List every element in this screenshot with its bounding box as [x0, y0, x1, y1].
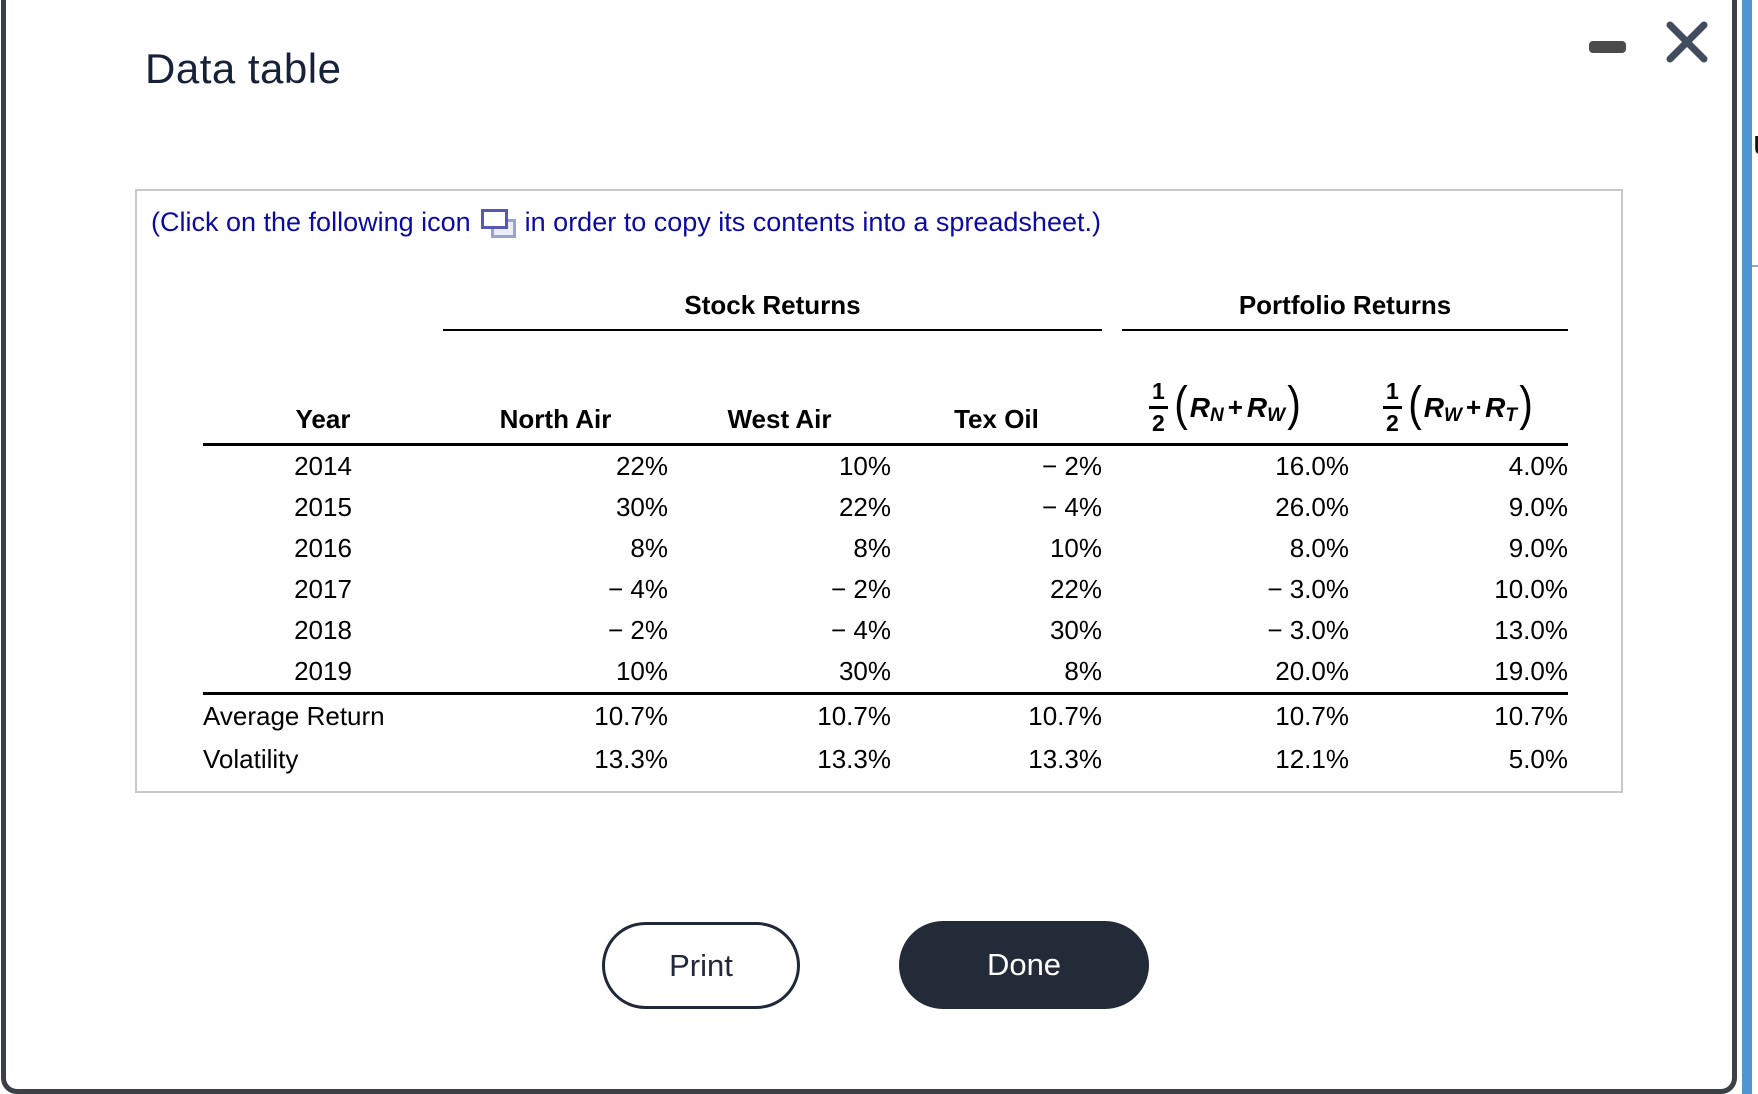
print-button[interactable]: Print: [602, 922, 800, 1009]
column-header-west-air: West Air: [727, 404, 832, 434]
table-group-header-row: Stock Returns Portfolio Returns: [203, 290, 1568, 331]
table-row: 2015 30% 22% − 4% 26.0% 9.0%: [294, 492, 1568, 522]
column-header-year: Year: [295, 404, 351, 434]
volatility-row: Volatility 13.3% 13.3% 13.3% 12.1% 5.0%: [203, 738, 1568, 781]
column-header-north-air: North Air: [499, 404, 612, 434]
returns-table: Stock Returns Portfolio Returns Year Nor…: [203, 290, 1568, 781]
table-row: 2017 − 4% − 2% 22% − 3.0% 10.0%: [294, 574, 1568, 604]
copy-instruction-prefix: (Click on the following icon: [151, 207, 471, 237]
summary-label: Volatility: [203, 744, 299, 774]
copy-icon-front-square: [480, 208, 508, 229]
table-row: 2019 10% 30% 8% 20.0% 19.0%: [294, 656, 1568, 686]
average-return-row: Average Return 10.7% 10.7% 10.7% 10.7% 1…: [203, 692, 1568, 738]
column-header-tex-oil: Tex Oil: [954, 404, 1039, 434]
background-page-divider: [1752, 265, 1758, 267]
data-table-panel: (Click on the following icon in order to…: [135, 189, 1623, 793]
copy-instruction: (Click on the following icon in order to…: [151, 207, 1101, 238]
done-button[interactable]: Done: [899, 921, 1149, 1009]
copy-instruction-suffix: in order to copy its contents into a spr…: [524, 207, 1101, 237]
group-header-stock-returns: Stock Returns: [443, 290, 1102, 331]
dialog-title: Data table: [145, 45, 342, 92]
close-icon[interactable]: [1665, 20, 1709, 64]
table-row: 2018 − 2% − 4% 30% − 3.0% 13.0%: [294, 615, 1568, 645]
copy-to-spreadsheet-icon[interactable]: [480, 208, 516, 238]
table-row: 2016 8% 8% 10% 8.0% 9.0%: [294, 533, 1568, 563]
group-header-portfolio-returns: Portfolio Returns: [1122, 290, 1568, 331]
minimize-icon[interactable]: [1589, 41, 1626, 53]
modal-focus-ring: [1742, 0, 1752, 1094]
background-page-clipped-text: u: [1753, 120, 1758, 166]
summary-label: Average Return: [203, 701, 385, 731]
table-row: 2014 22% 10% − 2% 16.0% 4.0%: [294, 451, 1568, 481]
